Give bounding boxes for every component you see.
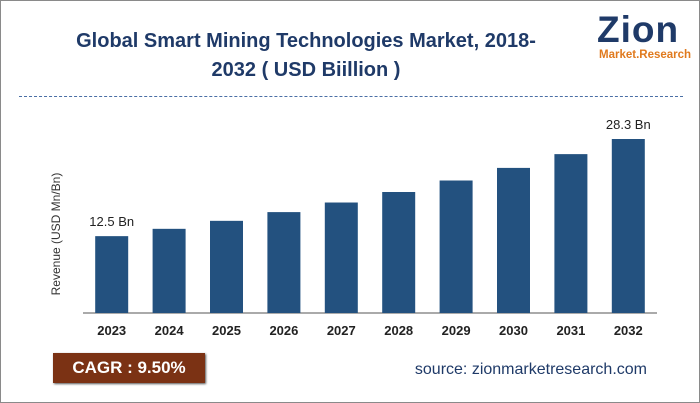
- source-text: source: zionmarketresearch.com: [414, 361, 647, 378]
- bar-2026: [267, 212, 301, 313]
- x-tick-2031: 2031: [556, 323, 585, 338]
- title-divider: [19, 96, 683, 97]
- bar-2023: [95, 236, 129, 313]
- logo-wordmark: Zion: [597, 9, 680, 50]
- x-tick-2030: 2030: [499, 323, 528, 338]
- cagr-badge: CAGR : 9.50%: [53, 353, 205, 383]
- title-line-2: 2032 ( USD Biillion ): [211, 59, 401, 81]
- logo-sub-research: Research: [639, 49, 692, 61]
- chart-title: Global Smart Mining Technologies Market,…: [41, 27, 571, 85]
- x-tick-2023: 2023: [97, 323, 126, 338]
- x-tick-2029: 2029: [442, 323, 471, 338]
- x-tick-2027: 2027: [327, 323, 356, 338]
- x-tick-2032: 2032: [614, 323, 643, 338]
- x-tick-2024: 2024: [155, 323, 185, 338]
- data-labels: 12.5 Bn 28.3 Bn: [89, 117, 650, 229]
- y-axis-label: Revenue (USD Mn/Bn): [49, 173, 63, 296]
- bar-2028: [382, 191, 416, 313]
- bar-2025: [210, 220, 243, 313]
- logo-subtitle: Market.Research: [599, 49, 691, 61]
- data-label-2032: 28.3 Bn: [606, 117, 651, 132]
- x-tick-2028: 2028: [384, 323, 413, 338]
- x-tick-2025: 2025: [212, 323, 241, 338]
- bar-2031: [554, 154, 588, 313]
- logo-sub-market: Market.: [599, 49, 640, 61]
- bar-2029: [439, 180, 473, 313]
- x-tick-2026: 2026: [269, 323, 298, 338]
- bar-2032: [611, 139, 645, 313]
- bar-2027: [324, 202, 358, 313]
- bars-group: [95, 139, 645, 313]
- x-tick-labels: 2023 2024 2025 2026 2027 2028 2029 2030 2031 2032: [97, 323, 643, 338]
- bar-2024: [152, 228, 186, 313]
- bar-2030: [497, 167, 530, 313]
- title-line-1: Global Smart Mining Technologies Market,…: [76, 30, 536, 52]
- zion-logo: Zion Market.Research: [597, 9, 691, 65]
- data-label-2023: 12.5 Bn: [89, 214, 134, 229]
